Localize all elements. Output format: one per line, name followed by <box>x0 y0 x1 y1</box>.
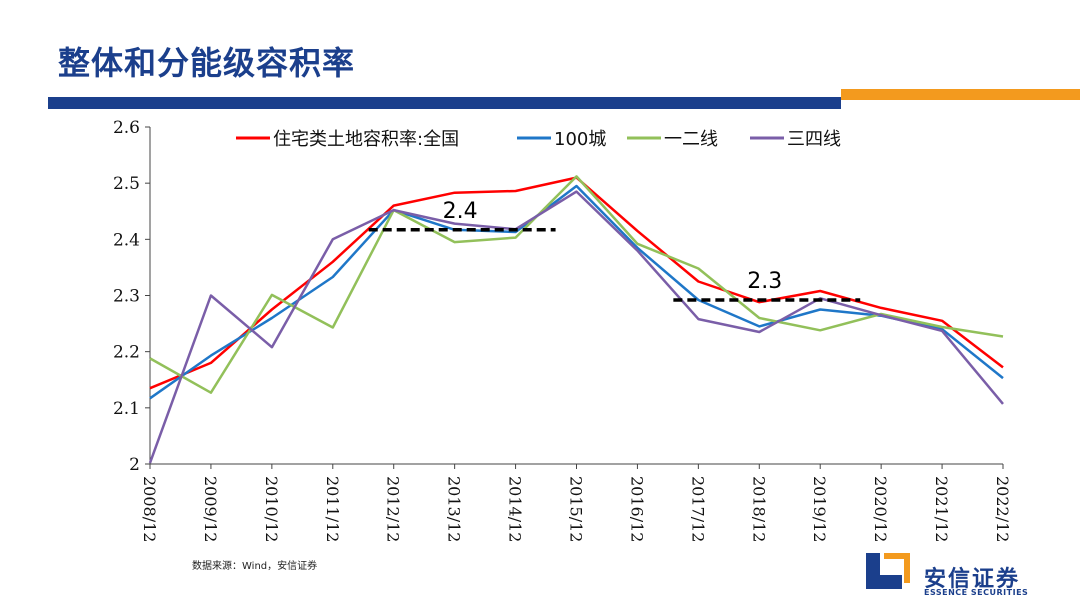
x-tick-label: 2021/12 <box>932 476 951 542</box>
legend-label-0: 住宅类土地容积率:全国 <box>273 129 459 150</box>
legend-label-3: 三四线 <box>787 129 841 150</box>
x-tick-label: 2016/12 <box>627 476 646 542</box>
x-tick-label: 2015/12 <box>567 476 586 542</box>
x-tick-label: 2014/12 <box>506 476 525 542</box>
x-tick-label: 2019/12 <box>810 476 829 542</box>
average-label-1: 2.3 <box>747 269 782 294</box>
y-tick-label: 2.3 <box>113 287 140 307</box>
y-tick-label: 2.1 <box>113 399 140 419</box>
x-tick-label: 2011/12 <box>323 476 342 542</box>
average-label-0: 2.4 <box>443 199 478 224</box>
x-tick-label: 2013/12 <box>445 476 464 542</box>
x-tick-label: 2012/12 <box>384 476 403 542</box>
y-tick-label: 2.6 <box>113 118 140 138</box>
x-tick-label: 2017/12 <box>688 476 707 542</box>
title-bar-blue <box>48 97 841 109</box>
source-note: 数据来源：Wind，安信证券 <box>192 561 318 572</box>
x-tick-label: 2020/12 <box>871 476 890 542</box>
brand-name: 安信证券 <box>924 567 1021 592</box>
brand-subtitle: ESSENCE SECURITIES <box>924 588 1029 597</box>
essence-logo-icon <box>866 553 910 589</box>
x-tick-label: 2009/12 <box>201 476 220 542</box>
legend-label-1: 100城 <box>554 129 606 150</box>
legend-label-2: 一二线 <box>664 129 718 150</box>
series-line-0 <box>149 176 1004 390</box>
x-tick-label: 2010/12 <box>262 476 281 542</box>
y-tick-label: 2 <box>129 455 140 475</box>
x-tick-label: 2008/12 <box>140 476 159 542</box>
series-line-3 <box>148 190 1004 464</box>
series-line-2 <box>149 175 1004 394</box>
brand-logo: 安信证券 ESSENCE SECURITIES <box>866 553 1066 601</box>
y-tick-label: 2.2 <box>113 343 140 363</box>
x-tick-label: 2018/12 <box>749 476 768 542</box>
x-tick-label: 2022/12 <box>993 476 1012 542</box>
page-title: 整体和分能级容积率 <box>58 44 356 82</box>
y-tick-label: 2.4 <box>113 230 140 250</box>
y-tick-label: 2.5 <box>113 174 140 194</box>
title-bar-orange <box>841 89 1080 100</box>
series-line-1 <box>149 184 1004 400</box>
